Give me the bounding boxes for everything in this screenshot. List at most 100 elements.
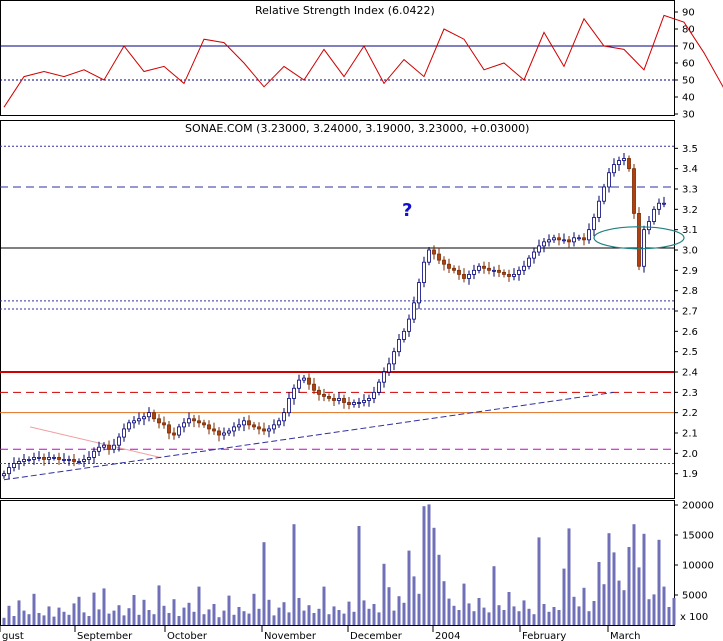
volume-bar bbox=[322, 586, 326, 625]
candle-body bbox=[402, 330, 406, 340]
volume-bar bbox=[307, 605, 311, 625]
candle-body bbox=[172, 432, 176, 436]
candle-body bbox=[327, 395, 331, 399]
candle-body bbox=[117, 436, 121, 446]
candle-body bbox=[182, 422, 186, 428]
volume-bar bbox=[462, 583, 466, 625]
volume-bar bbox=[102, 588, 106, 625]
volume-bar bbox=[662, 586, 666, 625]
volume-bar bbox=[577, 606, 581, 625]
panel-frames bbox=[0, 0, 675, 626]
volume-bar bbox=[602, 584, 606, 625]
volume-unit-label: x 100 bbox=[680, 612, 708, 623]
candle-body bbox=[352, 402, 356, 405]
candle-body bbox=[552, 237, 556, 241]
candle-body bbox=[487, 267, 491, 271]
volume-bar bbox=[152, 614, 156, 625]
volume-bar bbox=[547, 611, 551, 625]
volume-bar bbox=[92, 592, 96, 625]
candle-body bbox=[522, 265, 526, 271]
candle-body bbox=[132, 420, 136, 424]
candle-body bbox=[467, 273, 471, 279]
rsi-line bbox=[3, 14, 723, 108]
candle-body bbox=[557, 237, 561, 241]
candle-body bbox=[337, 398, 341, 401]
candle-body bbox=[547, 239, 551, 243]
volume-bar bbox=[142, 599, 146, 625]
volume-bar bbox=[107, 613, 111, 625]
candle-body bbox=[517, 269, 521, 275]
volume-bar bbox=[257, 608, 261, 625]
candle-body bbox=[477, 265, 481, 271]
candle-body bbox=[617, 160, 621, 166]
rsi-tick-label: 30 bbox=[682, 110, 695, 121]
volume-bar bbox=[237, 607, 241, 625]
candle-body bbox=[277, 420, 281, 426]
candle-body bbox=[357, 402, 361, 404]
price-tick-label: 3.3 bbox=[682, 185, 698, 196]
pink-trendline bbox=[29, 426, 161, 458]
volume-tick-label: 20000 bbox=[682, 501, 714, 512]
volume-bar bbox=[352, 611, 356, 625]
candle-body bbox=[492, 269, 496, 272]
candle-body bbox=[657, 202, 661, 210]
volume-bar bbox=[452, 605, 456, 625]
volume-bar bbox=[72, 603, 76, 625]
volume-bar bbox=[532, 614, 536, 625]
volume-bar bbox=[337, 610, 341, 625]
candle-body bbox=[212, 428, 216, 432]
volume-bar bbox=[222, 610, 226, 625]
candle-body bbox=[662, 202, 666, 205]
candle-body bbox=[297, 379, 301, 389]
candle-body bbox=[152, 412, 156, 420]
volume-bar bbox=[392, 610, 396, 625]
volume-bar bbox=[22, 610, 26, 625]
candle-body bbox=[462, 273, 466, 279]
candle-body bbox=[637, 212, 641, 267]
volume-bar bbox=[12, 616, 16, 625]
volume-bar bbox=[97, 609, 101, 625]
volume-bar bbox=[367, 608, 371, 625]
rsi-tick-label: 70 bbox=[682, 42, 695, 53]
candle-body bbox=[192, 418, 196, 422]
date-label: February bbox=[522, 631, 566, 641]
volume-bar bbox=[137, 614, 141, 625]
volume-bar bbox=[357, 526, 361, 625]
volume-bar bbox=[312, 613, 316, 625]
candle-body bbox=[257, 426, 261, 430]
candle-body bbox=[592, 217, 596, 231]
volume-bar bbox=[372, 604, 376, 625]
date-label: November bbox=[264, 631, 317, 641]
price-tick-label: 2.8 bbox=[682, 286, 698, 297]
candle-body bbox=[317, 389, 321, 395]
volume-bar bbox=[42, 615, 46, 625]
date-axis: gust September October November December 2004… bbox=[0, 626, 640, 641]
volume-bar bbox=[227, 595, 231, 625]
candle-body bbox=[62, 459, 66, 461]
candle-body bbox=[572, 237, 576, 243]
candle-body bbox=[122, 428, 126, 438]
volume-bar bbox=[282, 602, 286, 625]
volume-bar bbox=[497, 605, 501, 625]
candle-body bbox=[47, 456, 51, 460]
volume-bar bbox=[57, 607, 61, 625]
volume-bar bbox=[122, 615, 126, 625]
candle-body bbox=[472, 269, 476, 275]
volume-bar bbox=[592, 601, 596, 625]
volume-bar bbox=[442, 581, 446, 625]
volume-bar bbox=[297, 598, 301, 625]
volume-bar bbox=[287, 612, 291, 625]
candle-body bbox=[217, 430, 221, 436]
volume-bar bbox=[627, 547, 631, 625]
candle-body bbox=[27, 459, 31, 461]
candle-body bbox=[647, 221, 651, 231]
candle-body bbox=[292, 387, 296, 399]
volume-bar bbox=[247, 613, 251, 625]
volume-bar bbox=[362, 600, 366, 625]
candle-body bbox=[422, 261, 426, 283]
volume-bar bbox=[132, 595, 136, 625]
volume-bar bbox=[572, 596, 576, 625]
volume-bar bbox=[667, 607, 671, 625]
